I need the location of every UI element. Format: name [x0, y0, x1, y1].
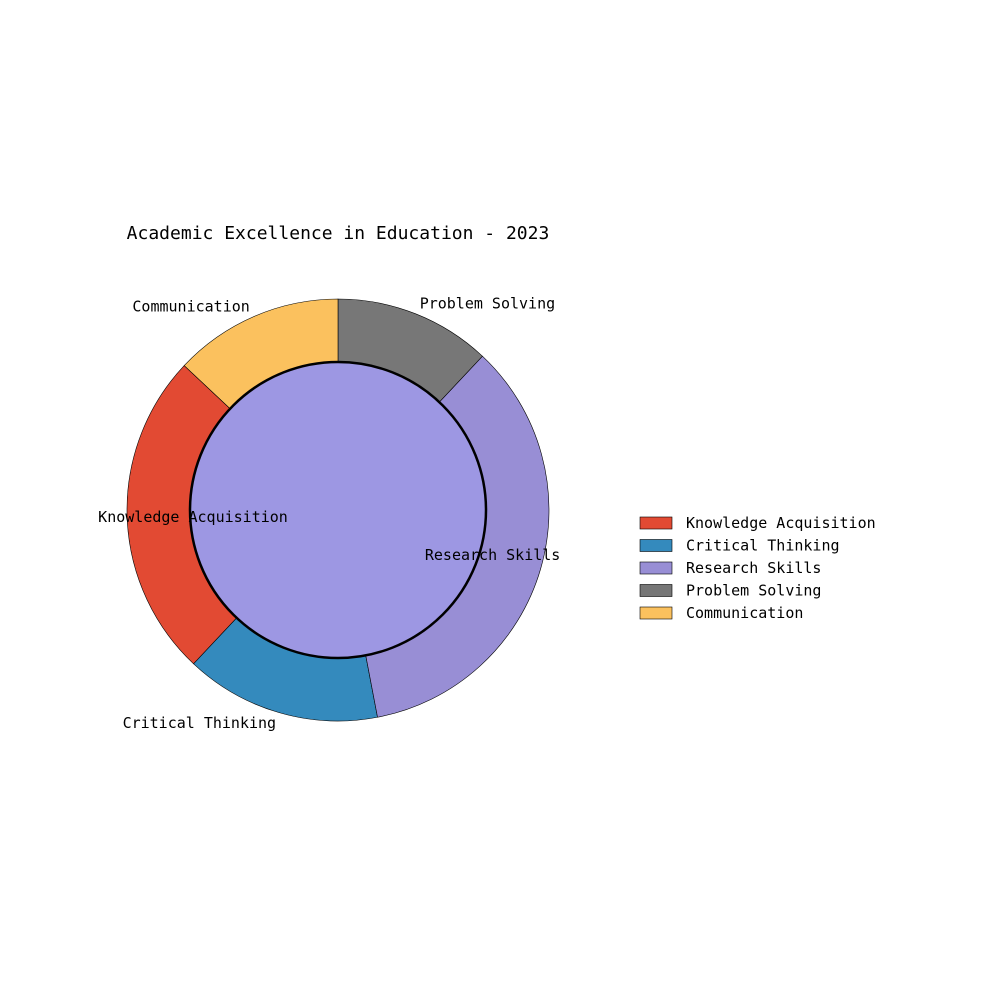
legend-label: Critical Thinking — [686, 537, 840, 555]
chart-title: Academic Excellence in Education - 2023 — [127, 223, 550, 244]
legend-swatch — [639, 561, 673, 575]
donut-center — [188, 360, 488, 660]
slice-label: Communication — [132, 297, 249, 315]
legend-label: Knowledge Acquisition — [686, 514, 876, 532]
slice-label: Critical Thinking — [123, 714, 277, 732]
legend: Knowledge Acquisition Critical Thinking Re… — [639, 514, 876, 622]
legend-label: Research Skills — [686, 559, 821, 577]
legend-swatch — [639, 606, 673, 620]
slice-label: Research Skills — [425, 546, 560, 564]
legend-label: Problem Solving — [686, 582, 821, 600]
legend-swatch — [639, 584, 673, 597]
legend-swatch — [639, 516, 673, 530]
slice-label: Problem Solving — [420, 295, 555, 313]
slice-labels: Knowledge Acquisition Critical Thinking Re… — [98, 295, 560, 733]
legend-swatch — [639, 539, 673, 552]
legend-label: Communication — [686, 604, 803, 622]
slice-label: Knowledge Acquisition — [98, 508, 288, 526]
